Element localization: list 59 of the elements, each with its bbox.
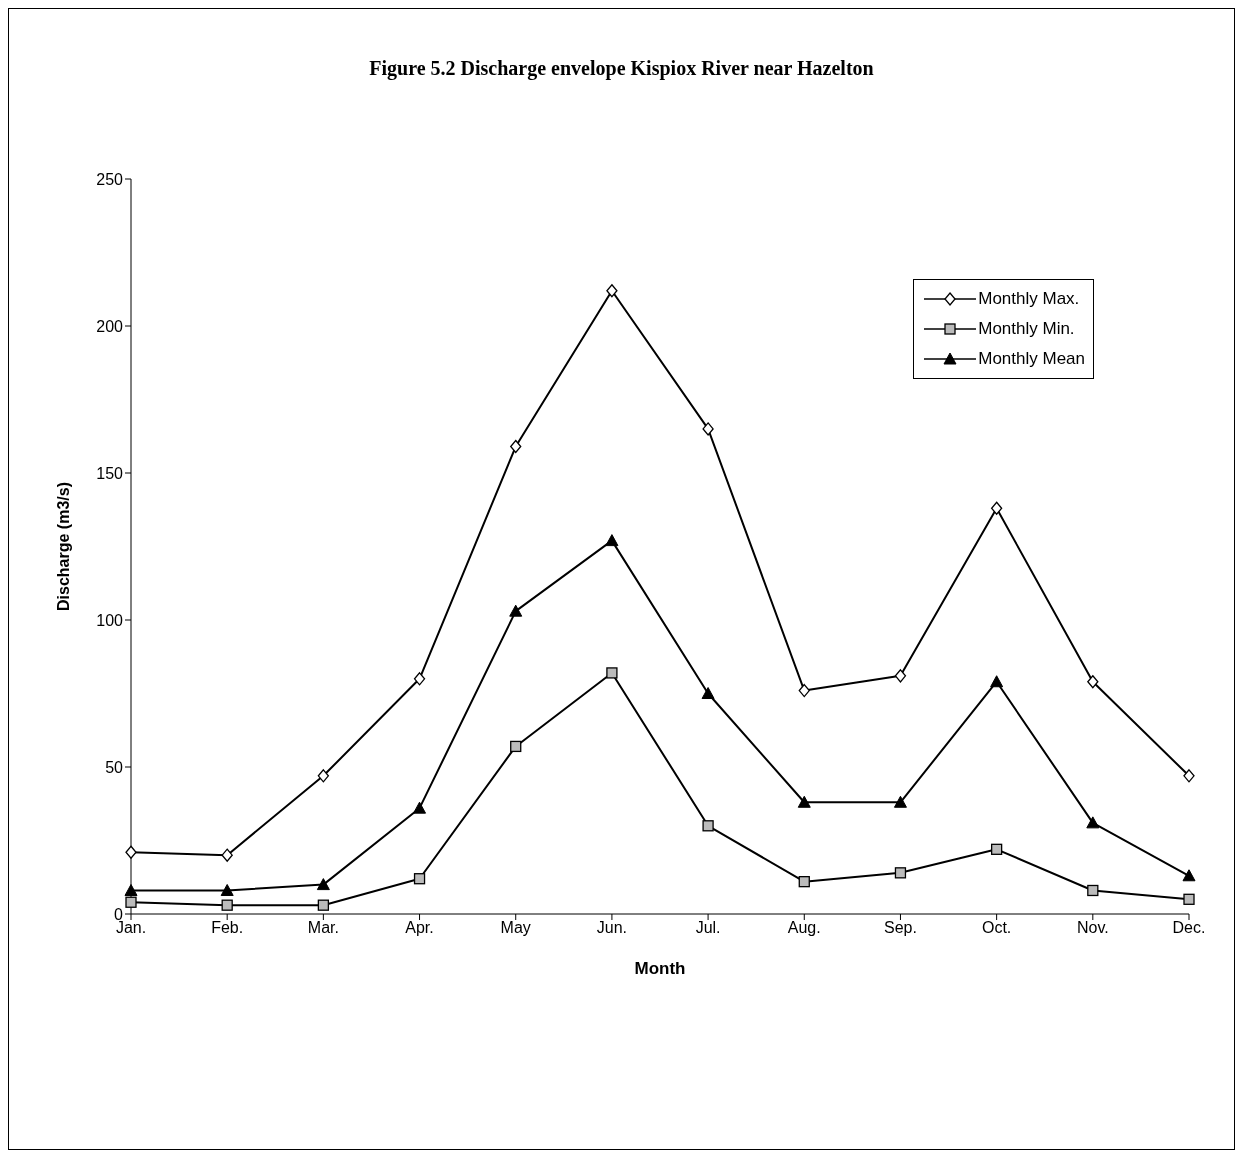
point <box>413 873 426 885</box>
x-tick-label: Mar. <box>307 919 339 937</box>
y-tick-label: 200 <box>96 317 124 335</box>
x-tick-label: Jun. <box>596 919 628 937</box>
y-tick-label: 50 <box>105 758 124 776</box>
point <box>1086 816 1100 829</box>
point <box>317 769 330 783</box>
x-tick-label: Jan. <box>115 919 147 937</box>
point <box>606 667 618 679</box>
legend-label: Monthly Min. <box>978 318 1075 340</box>
point <box>894 867 907 879</box>
point <box>605 534 619 547</box>
x-tick-label: Aug. <box>787 919 821 937</box>
point <box>413 672 426 686</box>
point <box>893 795 907 808</box>
point <box>509 604 523 617</box>
x-tick-label: Sep. <box>883 919 917 937</box>
point <box>124 883 138 896</box>
point <box>220 883 234 896</box>
point <box>1087 675 1099 689</box>
point <box>125 896 137 908</box>
point <box>702 820 714 832</box>
x-tick-label: Jul. <box>695 919 721 937</box>
point <box>1087 884 1099 897</box>
point <box>1183 769 1195 783</box>
chart-title: Figure 5.2 Discharge envelope Kispiox River near Hazelton <box>368 57 875 80</box>
point <box>990 501 1003 515</box>
x-tick-label: Nov. <box>1076 919 1109 937</box>
point <box>990 843 1003 855</box>
point <box>702 422 714 436</box>
point <box>125 845 137 859</box>
point <box>510 740 522 753</box>
y-axis-title: Discharge (m3/s) <box>54 482 72 611</box>
x-tick-label: Oct. <box>981 919 1012 937</box>
x-tick-label: Feb. <box>211 919 244 937</box>
y-tick-label: 250 <box>96 170 124 188</box>
point <box>1182 869 1196 882</box>
point <box>317 899 330 911</box>
point <box>798 876 810 888</box>
legend-label: Monthly Max. <box>978 288 1080 310</box>
y-tick-label: 150 <box>96 464 124 482</box>
x-tick-label: Dec. <box>1172 919 1206 937</box>
point <box>701 687 715 699</box>
point <box>798 683 810 698</box>
point <box>413 801 427 814</box>
legend-label: Monthly Mean <box>978 348 1085 370</box>
point <box>510 439 522 454</box>
point <box>316 878 330 891</box>
point <box>221 899 233 911</box>
point <box>797 795 811 808</box>
x-tick-label: Apr. <box>405 919 434 937</box>
x-axis-title: Month <box>634 959 686 978</box>
x-tick-label: May <box>500 919 531 937</box>
point <box>221 848 233 862</box>
y-tick-label: 100 <box>96 611 124 629</box>
point <box>990 675 1004 688</box>
point <box>606 284 618 298</box>
point <box>894 669 907 683</box>
point <box>1183 893 1195 905</box>
